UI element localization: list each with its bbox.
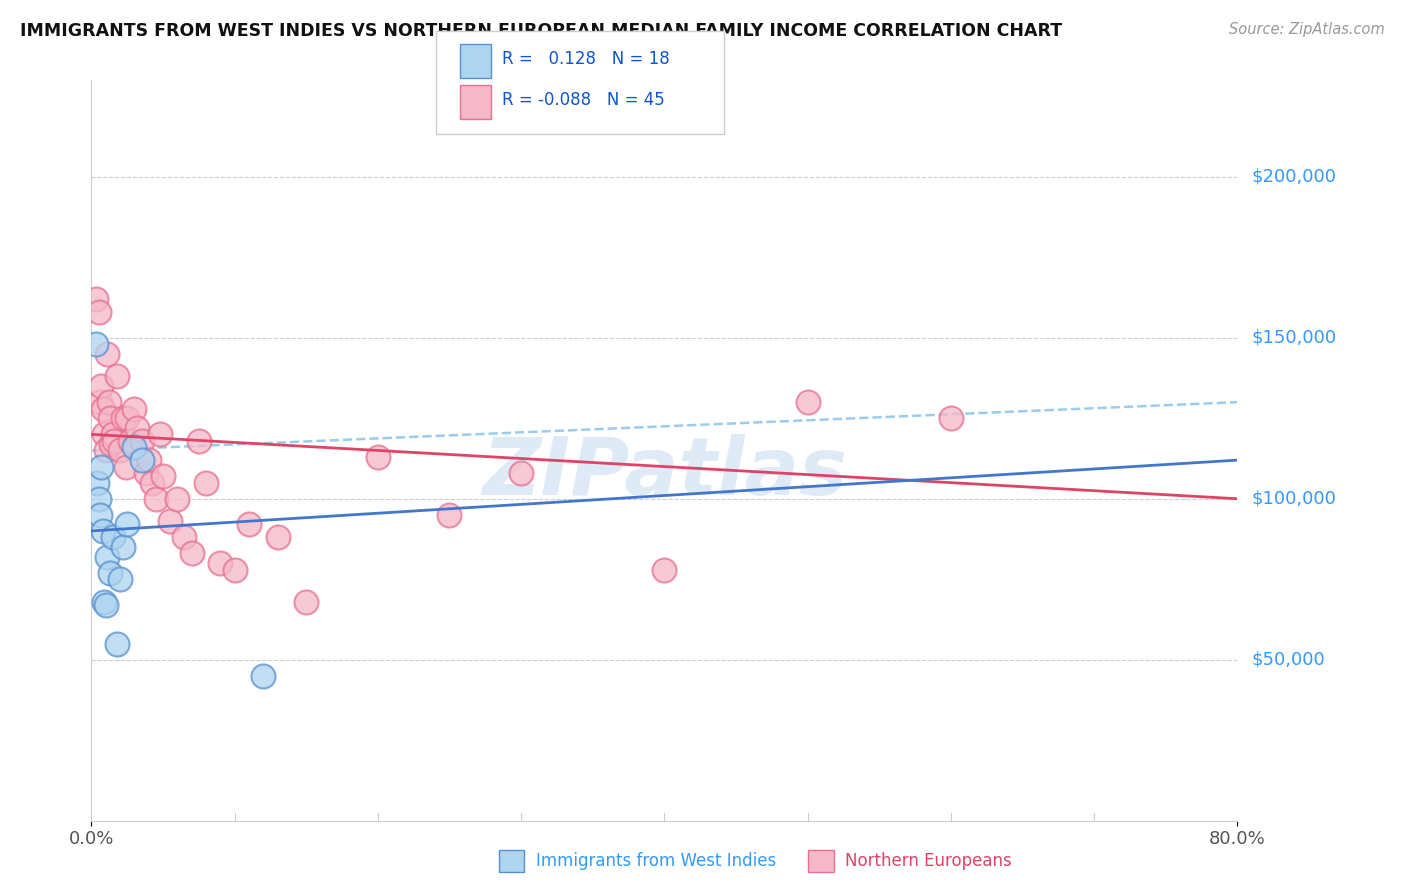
Text: Source: ZipAtlas.com: Source: ZipAtlas.com xyxy=(1229,22,1385,37)
Text: R = -0.088   N = 45: R = -0.088 N = 45 xyxy=(502,91,665,109)
Point xyxy=(111,540,134,554)
Point xyxy=(135,466,157,480)
Point xyxy=(96,549,118,564)
Point xyxy=(101,427,124,442)
Point xyxy=(141,475,163,490)
Text: $50,000: $50,000 xyxy=(1251,650,1324,669)
Point xyxy=(89,395,111,409)
Point xyxy=(98,411,121,425)
Point xyxy=(152,469,174,483)
Text: $200,000: $200,000 xyxy=(1251,168,1336,186)
Point xyxy=(105,637,128,651)
Point xyxy=(295,595,318,609)
Point xyxy=(91,401,114,416)
Point xyxy=(84,337,107,351)
Point xyxy=(93,595,115,609)
Point xyxy=(96,347,118,361)
Point xyxy=(115,517,138,532)
Point xyxy=(111,411,134,425)
Point xyxy=(187,434,209,448)
Point xyxy=(87,491,110,506)
Point xyxy=(114,459,136,474)
Point xyxy=(159,514,181,528)
Point xyxy=(101,530,124,544)
Point xyxy=(224,563,246,577)
Point xyxy=(86,475,108,490)
Point xyxy=(652,563,675,577)
Point xyxy=(87,305,110,319)
Point xyxy=(180,546,202,560)
Point xyxy=(194,475,217,490)
Point xyxy=(94,443,117,458)
Point xyxy=(145,491,167,506)
Point xyxy=(91,524,114,538)
Point xyxy=(97,395,120,409)
Point xyxy=(89,508,111,522)
Point xyxy=(252,669,274,683)
Point xyxy=(266,530,288,544)
Point xyxy=(127,421,149,435)
Point xyxy=(939,411,962,425)
Point xyxy=(796,395,818,409)
Point xyxy=(90,379,112,393)
Point xyxy=(166,491,188,506)
Point xyxy=(100,437,122,451)
Point xyxy=(84,292,107,306)
Point xyxy=(124,401,146,416)
Point xyxy=(120,434,142,448)
Text: $150,000: $150,000 xyxy=(1251,329,1336,347)
Point xyxy=(439,508,461,522)
Point xyxy=(105,369,128,384)
Text: Northern Europeans: Northern Europeans xyxy=(845,852,1012,871)
Text: $100,000: $100,000 xyxy=(1251,490,1336,508)
Text: ZIPatlas: ZIPatlas xyxy=(482,434,846,512)
Point xyxy=(93,427,115,442)
Point xyxy=(90,459,112,474)
Point xyxy=(108,443,131,458)
Point xyxy=(149,427,172,442)
Point xyxy=(138,453,160,467)
Point xyxy=(98,566,121,580)
Point xyxy=(209,556,232,570)
Point xyxy=(510,466,533,480)
Point xyxy=(131,434,153,448)
Point xyxy=(238,517,260,532)
Point xyxy=(108,572,131,586)
Point xyxy=(173,530,195,544)
Point xyxy=(367,450,389,464)
Text: IMMIGRANTS FROM WEST INDIES VS NORTHERN EUROPEAN MEDIAN FAMILY INCOME CORRELATIO: IMMIGRANTS FROM WEST INDIES VS NORTHERN … xyxy=(20,22,1062,40)
Text: Immigrants from West Indies: Immigrants from West Indies xyxy=(536,852,776,871)
Text: R =   0.128   N = 18: R = 0.128 N = 18 xyxy=(502,50,669,68)
Point xyxy=(124,440,146,454)
Point xyxy=(103,434,125,448)
Point xyxy=(115,411,138,425)
Point xyxy=(94,598,117,612)
Point xyxy=(131,453,153,467)
